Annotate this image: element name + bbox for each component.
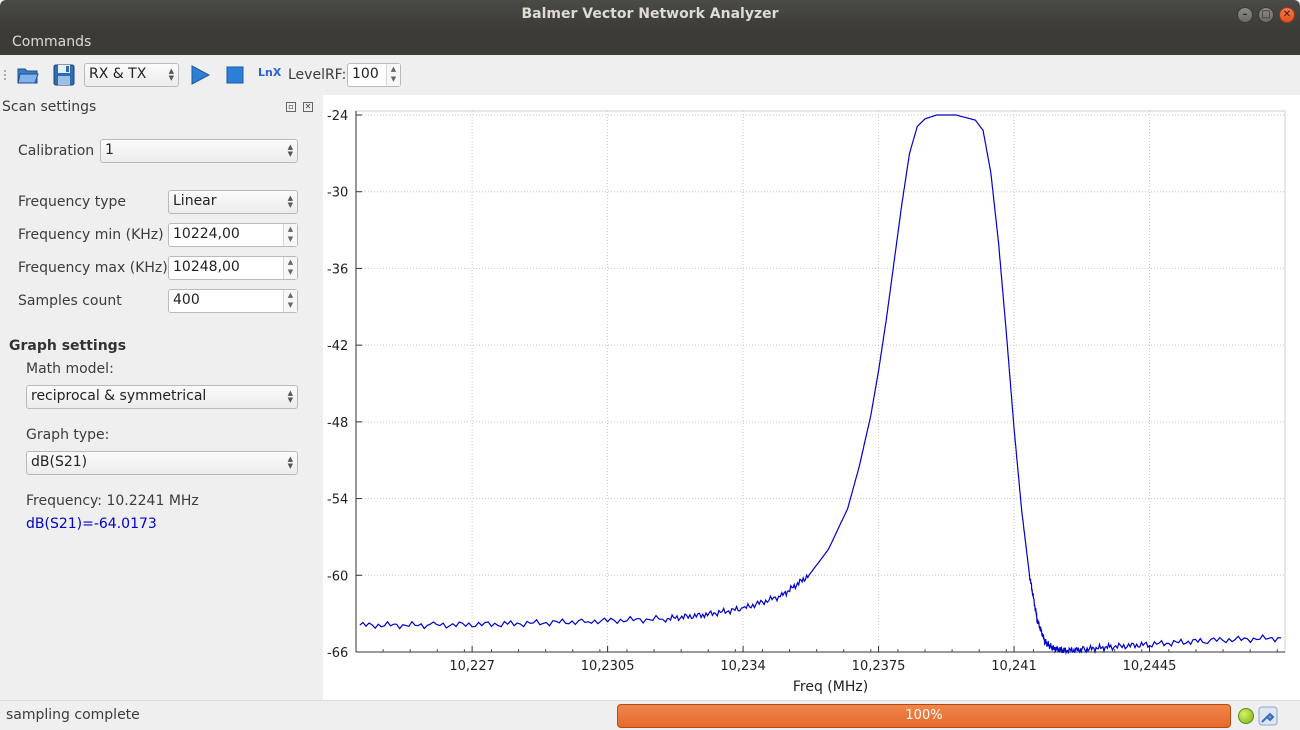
minimize-icon: –: [1242, 9, 1248, 20]
frequency-type-select[interactable]: Linear ▲ ▼: [168, 190, 298, 214]
maximize-button[interactable]: □: [1258, 7, 1274, 23]
samples-count-value: 400: [173, 292, 200, 308]
menu-bar: Commands: [0, 30, 1300, 55]
math-model-label: Math model:: [26, 361, 114, 377]
frequency-max-spinbox[interactable]: 10248,00 ▲ ▼: [168, 256, 298, 280]
progress-bar: 100%: [617, 704, 1231, 728]
progress-text: 100%: [905, 708, 943, 723]
close-button[interactable]: ✕: [1279, 7, 1295, 23]
frequency-min-value: 10224,00: [173, 226, 240, 242]
frequency-type-label: Frequency type: [18, 194, 127, 210]
spin-arrows-icon[interactable]: ▲ ▼: [283, 257, 297, 279]
y-tick-label: -48: [327, 416, 348, 431]
toolbar: RX & TX ▲ ▼ LnX LevelRF: 100 ▲ ▼: [0, 55, 1300, 95]
plot-frame: [355, 110, 1286, 653]
minimize-button[interactable]: –: [1237, 7, 1253, 23]
status-message: sampling complete: [6, 707, 140, 723]
connection-icon[interactable]: [1258, 706, 1278, 726]
calibration-value: 1: [105, 142, 114, 158]
stop-icon[interactable]: [223, 63, 247, 87]
close-panel-icon[interactable]: ✕: [303, 102, 313, 112]
y-tick-label: -42: [327, 339, 348, 354]
value-readout: dB(S21)=-64.0173: [26, 516, 157, 532]
chevron-updown-icon: ▲ ▼: [287, 143, 293, 158]
level-rf-value: 100: [352, 66, 379, 82]
spin-arrows-icon[interactable]: ▲ ▼: [283, 290, 297, 312]
scan-settings-panel: Scan settings ▫ ✕ Calibration 1 ▲ ▼ Frequ…: [0, 95, 323, 700]
frequency-max-value: 10248,00: [173, 259, 240, 275]
graph-settings-title: Graph settings: [9, 338, 127, 354]
y-tick-label: -30: [327, 186, 348, 201]
spin-arrows-icon[interactable]: ▲ ▼: [386, 64, 400, 86]
s21-chart[interactable]: -24 -30 -36 -42 -48 -54 -60 -66 10,227 10,2305 10,…: [323, 95, 1300, 700]
frequency-type-value: Linear: [173, 193, 217, 209]
x-tick-label: 10,227: [449, 659, 495, 674]
menu-commands[interactable]: Commands: [12, 34, 92, 50]
frequency-max-label: Frequency max (KHz): [18, 260, 168, 276]
status-led-icon: [1238, 708, 1254, 724]
y-tick-label: -54: [327, 493, 348, 508]
chevron-updown-icon: ▲ ▼: [287, 389, 293, 404]
close-icon: ✕: [1282, 9, 1292, 20]
spin-arrows-icon[interactable]: ▲ ▼: [283, 224, 297, 246]
open-folder-icon[interactable]: [16, 63, 40, 87]
y-tick-label: -24: [327, 109, 348, 124]
mode-select-value: RX & TX: [89, 66, 147, 82]
level-rf-label: LevelRF:: [288, 67, 347, 83]
graph-type-select[interactable]: dB(S21) ▲ ▼: [26, 451, 298, 475]
y-tick-label: -36: [327, 262, 348, 277]
math-model-select[interactable]: reciprocal & symmetrical ▲ ▼: [26, 385, 298, 409]
x-tick-label: 10,2375: [852, 659, 906, 674]
graph-type-label: Graph type:: [26, 427, 110, 443]
x-tick-label: 10,234: [720, 659, 766, 674]
chevron-updown-icon: ▲ ▼: [287, 194, 293, 209]
x-tick-label: 10,2305: [581, 659, 635, 674]
plot-area[interactable]: -24 -30 -36 -42 -48 -54 -60 -66 10,227 10,2305 10,…: [323, 95, 1300, 700]
chevron-updown-icon: ▲ ▼: [287, 455, 293, 470]
y-tick-label: -60: [327, 569, 348, 584]
x-tick-label: 10,2445: [1123, 659, 1177, 674]
float-panel-icon[interactable]: ▫: [286, 102, 296, 112]
frequency-min-spinbox[interactable]: 10224,00 ▲ ▼: [168, 223, 298, 247]
x-tick-label: 10,241: [991, 659, 1037, 674]
samples-count-spinbox[interactable]: 400 ▲ ▼: [168, 289, 298, 313]
mode-select[interactable]: RX & TX ▲ ▼: [84, 63, 179, 87]
math-model-value: reciprocal & symmetrical: [31, 388, 207, 404]
graph-type-value: dB(S21): [31, 454, 88, 470]
status-bar: sampling complete 100%: [0, 700, 1300, 730]
level-rf-spinbox[interactable]: 100 ▲ ▼: [347, 63, 401, 87]
series-line-s21: [359, 114, 1282, 656]
calibration-label: Calibration: [18, 143, 95, 159]
window-title: Balmer Vector Network Analyzer: [521, 6, 779, 22]
samples-count-label: Samples count: [18, 293, 122, 309]
lnx-icon[interactable]: LnX: [258, 66, 282, 79]
play-icon[interactable]: [188, 63, 212, 87]
panel-title: Scan settings: [2, 99, 97, 115]
maximize-icon: □: [1261, 9, 1271, 20]
toolbar-grip-icon[interactable]: [4, 70, 8, 80]
calibration-select[interactable]: 1 ▲ ▼: [100, 139, 298, 163]
frequency-min-label: Frequency min (KHz): [18, 227, 164, 243]
save-icon[interactable]: [52, 63, 76, 87]
chevron-updown-icon: ▲ ▼: [168, 67, 174, 82]
frequency-readout: Frequency: 10.2241 MHz: [26, 493, 199, 509]
y-tick-label: -66: [327, 646, 348, 661]
title-bar: Balmer Vector Network Analyzer – □ ✕: [0, 0, 1300, 30]
x-axis-label: Freq (MHz): [793, 679, 868, 695]
